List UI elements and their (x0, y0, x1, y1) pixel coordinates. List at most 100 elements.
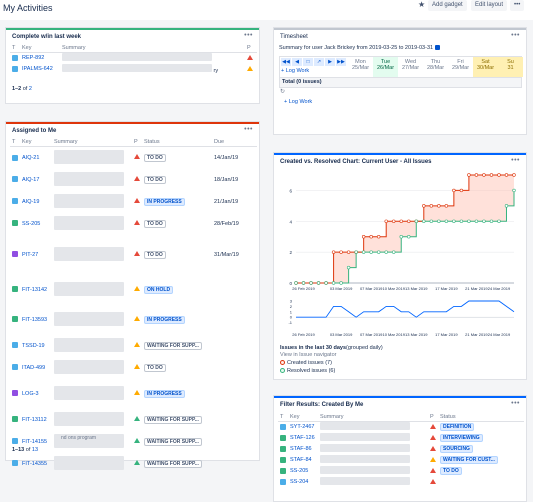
table-row[interactable]: ITAD-499 TO DO (10, 357, 257, 379)
table-row[interactable]: PIT-27 TO DO 31/Mar/19 (10, 235, 257, 275)
gadget-menu-button[interactable]: ••• (511, 400, 520, 407)
col-priority[interactable]: P (245, 44, 257, 53)
table-row[interactable]: FIT-13593 IN PROGRESS (10, 305, 257, 335)
log-work-bottom-link[interactable]: + Log Work (284, 99, 313, 105)
complete-table: T Key Summary P REP-892 IPALMS-642 ry (10, 44, 257, 75)
table-row[interactable]: AIQ-19 IN PROGRESS 21/Jan/19 (10, 191, 257, 213)
col-type[interactable]: T (278, 413, 288, 422)
table-row[interactable]: STAF-86 SOURCING (278, 444, 524, 455)
col-summary[interactable]: Summary (318, 413, 428, 422)
log-work-link[interactable]: + Log Work (281, 68, 310, 74)
status-lozenge: WAITING FOR SUPP... (144, 415, 202, 424)
y-tick-label: 6 (289, 188, 292, 193)
calendar-icon[interactable]: □ (303, 58, 313, 66)
issue-navigator-link[interactable]: View in Issue navigator (280, 352, 337, 358)
table-row[interactable]: FIT-14155 WAITING FOR SUPP... (10, 431, 257, 453)
next-day-icon[interactable]: ▶ (325, 58, 335, 66)
x-tick-label: 17 Mar 2019 (435, 286, 458, 291)
summary-redacted (54, 455, 124, 470)
issue-key-link[interactable]: STAF-86 (290, 446, 312, 452)
table-row[interactable]: STAF-126 INTERVIEWING (278, 433, 524, 444)
col-status[interactable]: Status (142, 138, 212, 147)
timesheet-day-header: Mon 25/Mar (348, 57, 373, 77)
assigned-table-body: AIQ-21 TO DO 14/Jan/19 AIQ-17 TO DO 18/Jan/19… (10, 147, 257, 475)
issue-key-link[interactable]: FIT-13142 (22, 286, 48, 293)
table-row[interactable]: SYT-2467 DEFINITION (278, 422, 524, 433)
issue-key-link[interactable]: LOG-3 (22, 390, 39, 397)
gadget-menu-button[interactable]: ••• (244, 32, 253, 39)
issue-key-link[interactable]: ITAD-499 (22, 364, 46, 371)
table-row[interactable]: STAF-84 WAITING FOR CUST... (278, 455, 524, 466)
gadget-menu-button[interactable]: ••• (511, 157, 520, 164)
col-type[interactable]: T (10, 44, 20, 53)
day-date: 30/Mar (476, 65, 495, 71)
col-summary[interactable]: Summary (60, 44, 245, 53)
table-row[interactable]: TSSD-19 WAITING FOR SUPP... (10, 335, 257, 357)
col-type[interactable]: T (10, 138, 20, 147)
col-key[interactable]: Key (20, 44, 60, 53)
issue-key-link[interactable]: STAF-126 (290, 435, 315, 441)
edit-icon[interactable] (434, 45, 440, 51)
col-status[interactable]: Status (438, 413, 524, 422)
gadget-menu-button[interactable]: ••• (511, 32, 520, 39)
table-row[interactable]: AIQ-17 TO DO 18/Jan/19 (10, 169, 257, 191)
gadget-color-bar (274, 28, 526, 30)
priority-high-icon (134, 198, 140, 203)
created-point (376, 235, 381, 239)
issue-key-link[interactable]: REP-892 (22, 55, 45, 62)
subtask-icon (12, 65, 18, 72)
issue-key-link[interactable]: AIQ-21 (22, 154, 40, 161)
col-priority[interactable]: P (428, 413, 438, 422)
resolved-point (392, 250, 396, 254)
issue-key-link[interactable]: FIT-14155 (22, 438, 48, 445)
table-row[interactable]: IPALMS-642 ry (10, 64, 257, 75)
issue-key-link[interactable]: SS-204 (290, 479, 309, 485)
issue-key-link[interactable]: AIQ-19 (22, 198, 40, 205)
next-period-icon[interactable]: ▶▶ (336, 58, 346, 66)
table-row[interactable]: FIT-13112 WAITING FOR SUPP... (10, 409, 257, 431)
col-key[interactable]: Key (288, 413, 318, 422)
created-point (399, 219, 403, 223)
priority-medium-icon (134, 364, 140, 369)
issue-key-link[interactable]: TSSD-19 (22, 342, 45, 349)
table-row[interactable]: SS-205 TO DO 28/Feb/19 (10, 213, 257, 235)
created-point (504, 173, 509, 177)
star-icon[interactable]: ★ (418, 0, 426, 9)
table-row[interactable]: SS-205 TO DO (278, 466, 524, 477)
issue-key-link[interactable]: STAF-84 (290, 457, 312, 463)
table-row[interactable]: REP-892 (10, 53, 257, 64)
col-due[interactable]: Due (212, 138, 257, 147)
table-row[interactable]: SS-204 (278, 477, 524, 488)
table-row[interactable]: AIQ-21 TO DO 14/Jan/19 (10, 147, 257, 169)
col-priority[interactable]: P (132, 138, 142, 147)
add-gadget-button[interactable]: Add gadget (428, 0, 467, 11)
prev-period-icon[interactable]: ◀◀ (281, 58, 291, 66)
priority-high-icon (134, 220, 140, 225)
issue-key-link[interactable]: SYT-2467 (290, 424, 315, 431)
issue-key-link[interactable]: IPALMS-642 (22, 66, 53, 72)
prev-day-icon[interactable]: ◀ (292, 58, 302, 66)
issue-key-link[interactable]: AIQ-17 (22, 176, 40, 183)
col-key[interactable]: Key (20, 138, 52, 147)
issue-key-link[interactable]: SS-205 (22, 220, 41, 227)
issue-key-link[interactable]: FIT-13593 (22, 316, 48, 323)
issue-key-link[interactable]: PIT-27 (22, 251, 39, 258)
more-menu-button[interactable]: ••• (510, 0, 525, 11)
gadget-menu-button[interactable]: ••• (244, 126, 253, 133)
table-row[interactable]: LOG-3 IN PROGRESS (10, 379, 257, 409)
resolved-point (339, 281, 343, 285)
edit-layout-button[interactable]: Edit layout (471, 0, 508, 11)
gadget-color-bar (274, 153, 526, 155)
issue-key-link[interactable]: SS-205 (290, 468, 309, 474)
refresh-icon[interactable]: ↻ (280, 89, 286, 95)
issue-key-link[interactable]: FIT-14355 (22, 460, 48, 467)
expand-icon[interactable]: ↗ (314, 58, 324, 66)
issue-key-link[interactable]: FIT-13112 (22, 416, 47, 423)
due-date (212, 379, 257, 409)
priority-low-icon (134, 438, 140, 443)
x-tick-label: 21 Mar 2019 (465, 332, 488, 337)
summary-redacted (320, 433, 410, 441)
table-row[interactable]: FIT-13142 ON HOLD (10, 275, 257, 305)
col-summary[interactable]: Summary (52, 138, 132, 147)
table-row[interactable]: FIT-14355 WAITING FOR SUPP... (10, 453, 257, 475)
